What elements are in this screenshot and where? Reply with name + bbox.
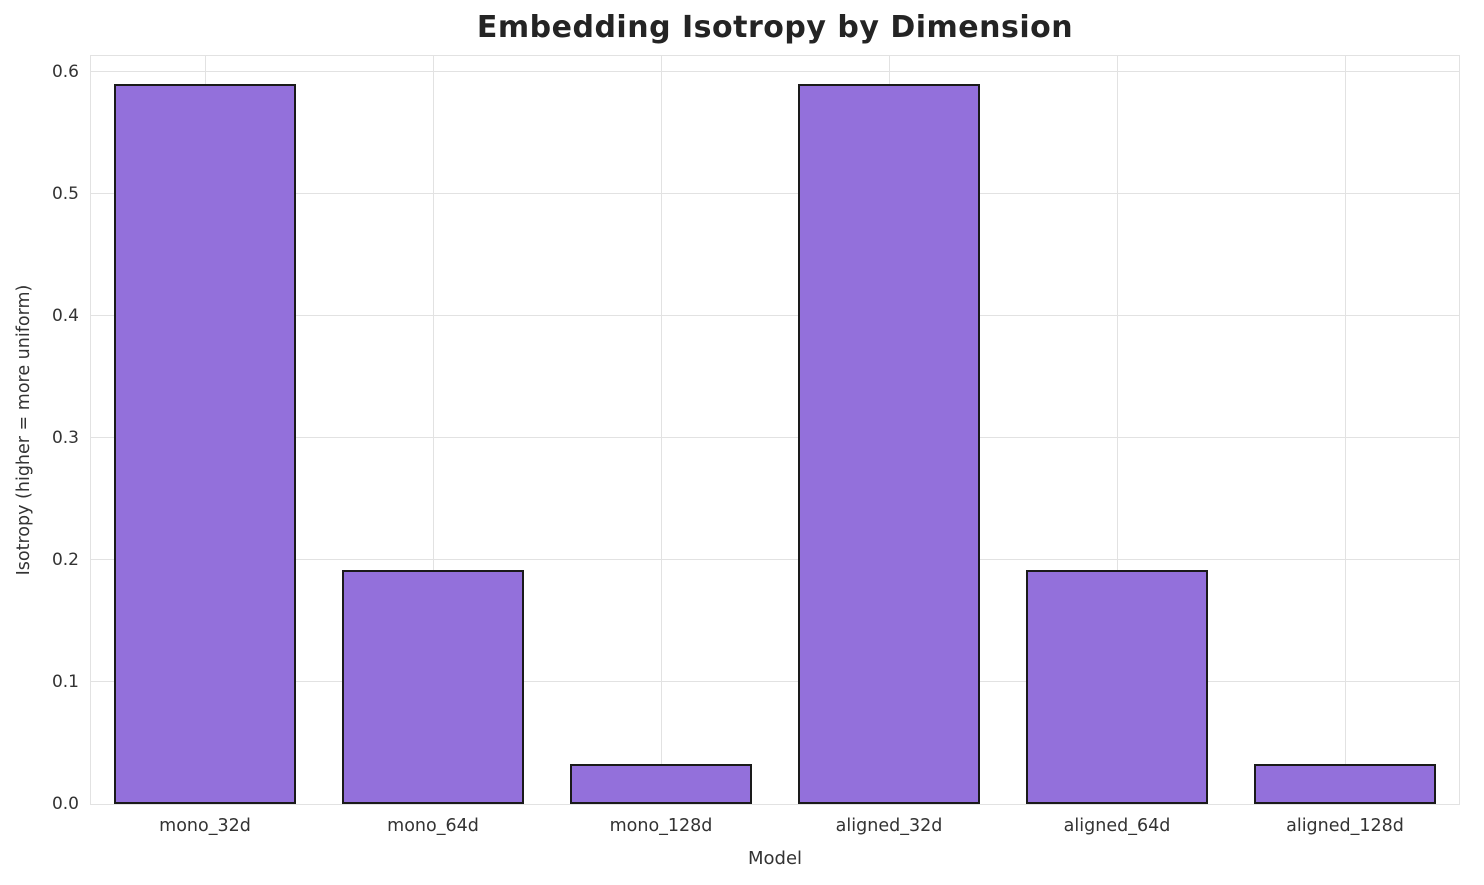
x-tick-label: aligned_128d — [1286, 816, 1404, 836]
y-tick-label: 0.0 — [51, 794, 79, 814]
vertical-gridline — [1345, 56, 1346, 804]
y-axis-label: Isotropy (higher = more uniform) — [14, 284, 34, 576]
y-tick-label: 0.2 — [51, 549, 79, 570]
chart-title: Embedding Isotropy by Dimension — [476, 10, 1074, 45]
bar-aligned_128d — [1253, 763, 1437, 804]
y-tick-label: 0.6 — [51, 61, 79, 82]
y-tick-label: 0.3 — [51, 427, 79, 448]
y-tick-label: 0.1 — [51, 671, 79, 692]
vertical-gridline — [1117, 56, 1118, 804]
horizontal-gridline — [91, 192, 1459, 194]
horizontal-gridline — [91, 70, 1459, 72]
horizontal-gridline — [91, 558, 1459, 560]
plot-area: 0.0 0.1 0.2 0.3 0.4 0.5 0.6 mono_32d mono_64d mon… — [52, 55, 1460, 836]
x-tick-label: aligned_64d — [1063, 816, 1171, 836]
x-tick-label: mono_64d — [387, 816, 479, 836]
horizontal-gridline — [91, 436, 1459, 438]
bar-aligned_64d — [1025, 569, 1209, 804]
vertical-gridline — [433, 56, 434, 804]
bar-mono_64d — [341, 569, 525, 804]
x-tick-label: aligned_32d — [835, 816, 943, 836]
x-tick-label: mono_32d — [159, 816, 251, 836]
bar-mono_32d — [113, 84, 297, 804]
y-tick-label: 0.4 — [51, 305, 79, 326]
horizontal-gridline — [91, 680, 1459, 682]
bar-aligned_32d — [797, 84, 981, 804]
x-tick-label: mono_128d — [609, 816, 713, 836]
vertical-gridline — [661, 56, 662, 804]
horizontal-gridline — [91, 314, 1459, 316]
x-axis-label: Model — [747, 848, 803, 869]
bar-mono_128d — [569, 763, 753, 804]
y-tick-label: 0.5 — [51, 183, 79, 204]
